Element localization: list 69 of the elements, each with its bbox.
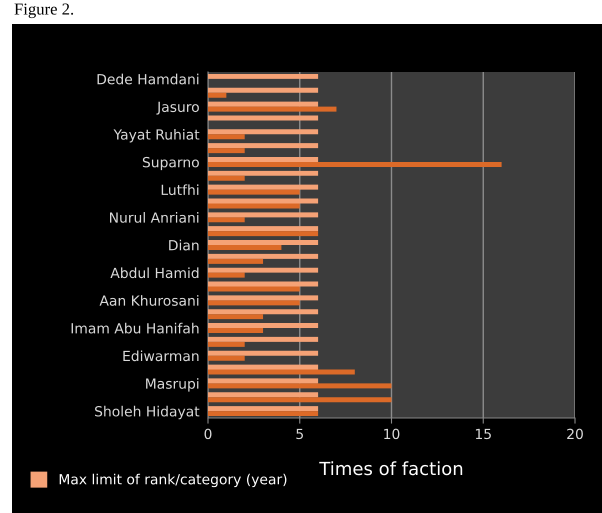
y-tick-label: Lutfhi (162, 184, 198, 196)
bar (208, 203, 300, 208)
bar (208, 184, 318, 190)
bar (208, 406, 318, 412)
bar (208, 309, 318, 314)
caption: Figure 2. (14, 3, 74, 18)
bar (208, 350, 318, 356)
bar (208, 176, 245, 181)
bar (208, 300, 300, 306)
bar (208, 336, 318, 342)
bar (208, 245, 282, 250)
bar (208, 106, 336, 112)
x-tick-label: 10 (384, 428, 400, 440)
y-tick-label: Yayat Ruhiat (114, 129, 200, 142)
bar (208, 92, 226, 98)
bar (208, 364, 318, 370)
bar (208, 328, 264, 334)
bar (208, 383, 392, 388)
x-tick-label: 0 (204, 428, 212, 440)
bar (208, 392, 318, 398)
y-tick-label: Nurul Anriani (110, 212, 198, 223)
bar (208, 295, 318, 300)
y-tick-label: Suparno (142, 156, 199, 170)
y-tick-label: Jasuro (156, 102, 199, 115)
bar (208, 282, 318, 287)
x-tick-label: 15 (476, 428, 491, 440)
bar (208, 88, 318, 93)
bar (208, 272, 245, 278)
bar (208, 143, 318, 148)
bar (208, 411, 318, 416)
y-tick-label: Imam Abu Hanifah (72, 322, 198, 334)
legend-label: Max limit of rank/category (year) (60, 474, 286, 488)
bar (208, 286, 300, 292)
bar (208, 74, 318, 79)
bar (208, 217, 245, 222)
bar (208, 170, 318, 176)
bar (208, 240, 318, 245)
x-axis-title: Times of faction (319, 461, 462, 476)
bar (208, 156, 318, 162)
bar (208, 378, 318, 384)
bar (208, 198, 318, 204)
y-tick-label: Dede Hamdani (98, 74, 198, 84)
bar (208, 212, 318, 218)
x-tick-label: 5 (296, 428, 303, 440)
bar (208, 190, 300, 195)
bar (208, 268, 318, 273)
y-tick-label: Dian (169, 240, 198, 250)
bar (208, 323, 318, 328)
bar (208, 115, 318, 120)
bar (208, 162, 502, 167)
bar (208, 342, 245, 347)
y-tick-label: Ediwarman (123, 350, 198, 362)
y-tick-label: Abdul Hamid (110, 267, 198, 278)
y-tick-label: Aan Khurosani (100, 295, 198, 306)
y-tick-label: Sholeh Hidayat (95, 406, 200, 420)
bar (208, 134, 245, 140)
bar (208, 397, 392, 402)
bar (208, 370, 355, 375)
x-tick-label: 20 (567, 428, 583, 440)
bar (208, 226, 318, 232)
y-tick-label: Masrupi (146, 378, 198, 392)
bar (208, 231, 318, 236)
bar (208, 148, 245, 154)
bar (208, 102, 318, 107)
bar (208, 254, 318, 259)
bar (208, 129, 318, 134)
bar (208, 314, 264, 320)
bar (208, 258, 264, 264)
bar (208, 356, 245, 361)
